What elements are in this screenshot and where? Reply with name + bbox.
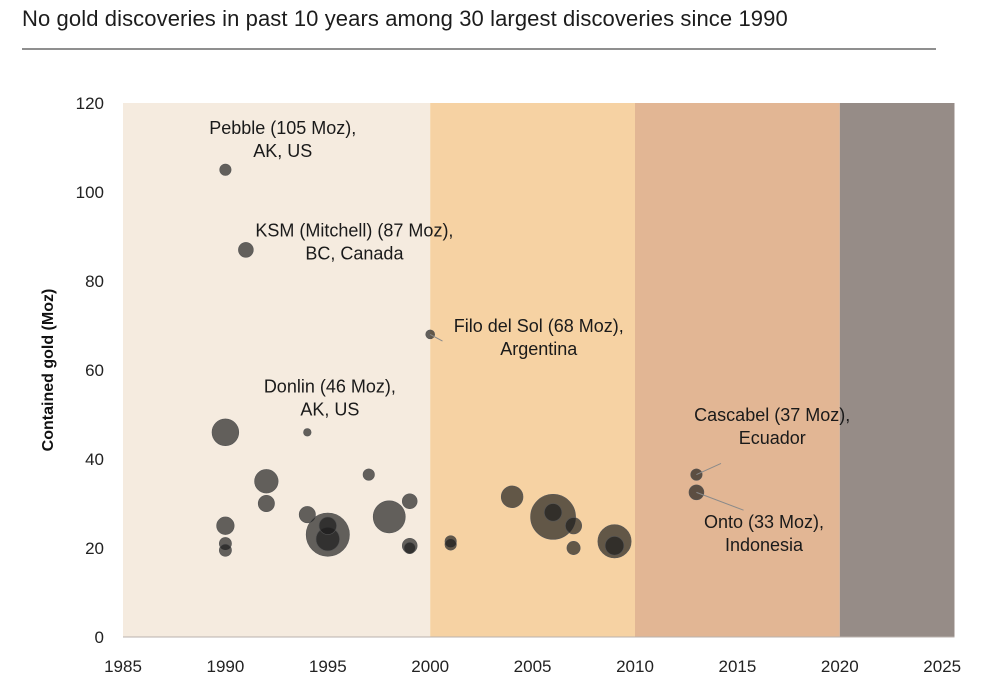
annotation-label: Donlin (46 Moz), AK, US bbox=[264, 376, 396, 419]
chart-axes: 1985 1990 1995 2000 2005 2010 2015 2020 2025 0 20 4… bbox=[76, 94, 961, 676]
x-tick-label: 2005 bbox=[514, 657, 552, 676]
annotations: Pebble (105 Moz), AK, US KSM (Mitchell) (8… bbox=[209, 118, 850, 555]
bubble bbox=[544, 503, 563, 522]
x-tick-label: 2025 bbox=[923, 657, 961, 676]
bubble bbox=[500, 485, 524, 509]
x-tick-label: 1985 bbox=[104, 657, 142, 676]
x-tick-label: 1995 bbox=[309, 657, 347, 676]
bubble bbox=[566, 541, 581, 555]
background-bands bbox=[123, 103, 955, 637]
x-tick-label: 2000 bbox=[411, 657, 449, 676]
bubble bbox=[604, 536, 625, 556]
bubble bbox=[303, 428, 312, 437]
leader-line bbox=[429, 333, 443, 342]
annotation-label: KSM (Mitchell) (87 Moz), BC, Canada bbox=[255, 221, 453, 264]
leader-line bbox=[696, 462, 722, 476]
x-tick-label: 2015 bbox=[718, 657, 756, 676]
bubble bbox=[362, 468, 375, 481]
y-tick-label: 100 bbox=[76, 183, 104, 202]
leader-line bbox=[696, 491, 744, 511]
title-divider bbox=[22, 48, 936, 50]
bubble bbox=[401, 493, 418, 510]
bubble bbox=[565, 517, 583, 535]
bubble bbox=[403, 541, 416, 554]
bubble bbox=[372, 500, 406, 534]
bubble bbox=[218, 543, 232, 557]
x-tick-label: 2020 bbox=[821, 657, 859, 676]
bubble bbox=[238, 242, 254, 258]
y-tick-label: 20 bbox=[85, 539, 104, 558]
background-band bbox=[839, 103, 955, 637]
x-tick-label: 1990 bbox=[206, 657, 244, 676]
bubble bbox=[257, 495, 275, 512]
bubble bbox=[216, 516, 235, 535]
bubble bbox=[444, 538, 457, 551]
page-title: No gold discoveries in past 10 years amo… bbox=[22, 6, 788, 31]
y-tick-label: 0 bbox=[95, 628, 104, 647]
y-axis-label: Contained gold (Moz) bbox=[40, 289, 57, 452]
y-tick-label: 60 bbox=[85, 361, 104, 380]
y-tick-label: 80 bbox=[85, 272, 104, 291]
bubble bbox=[298, 506, 316, 524]
background-band bbox=[635, 103, 840, 637]
y-tick-label: 40 bbox=[85, 450, 104, 469]
background-band bbox=[430, 103, 635, 637]
bubbles bbox=[211, 163, 705, 559]
y-tick-label: 120 bbox=[76, 94, 104, 113]
annotation-label: Filo del Sol (68 Moz), Argentina bbox=[454, 316, 624, 359]
annotation-label: Onto (33 Moz), Indonesia bbox=[704, 512, 824, 555]
bubble bbox=[211, 418, 240, 446]
x-tick-label: 2010 bbox=[616, 657, 654, 676]
bubble bbox=[318, 516, 337, 535]
bubble bbox=[219, 163, 232, 176]
annotation-label: Pebble (105 Moz), AK, US bbox=[209, 118, 356, 161]
leader-lines bbox=[429, 333, 744, 511]
bubble bbox=[254, 469, 279, 494]
annotation-label: Cascabel (37 Moz), Ecuador bbox=[694, 405, 850, 448]
background-band bbox=[123, 103, 431, 637]
